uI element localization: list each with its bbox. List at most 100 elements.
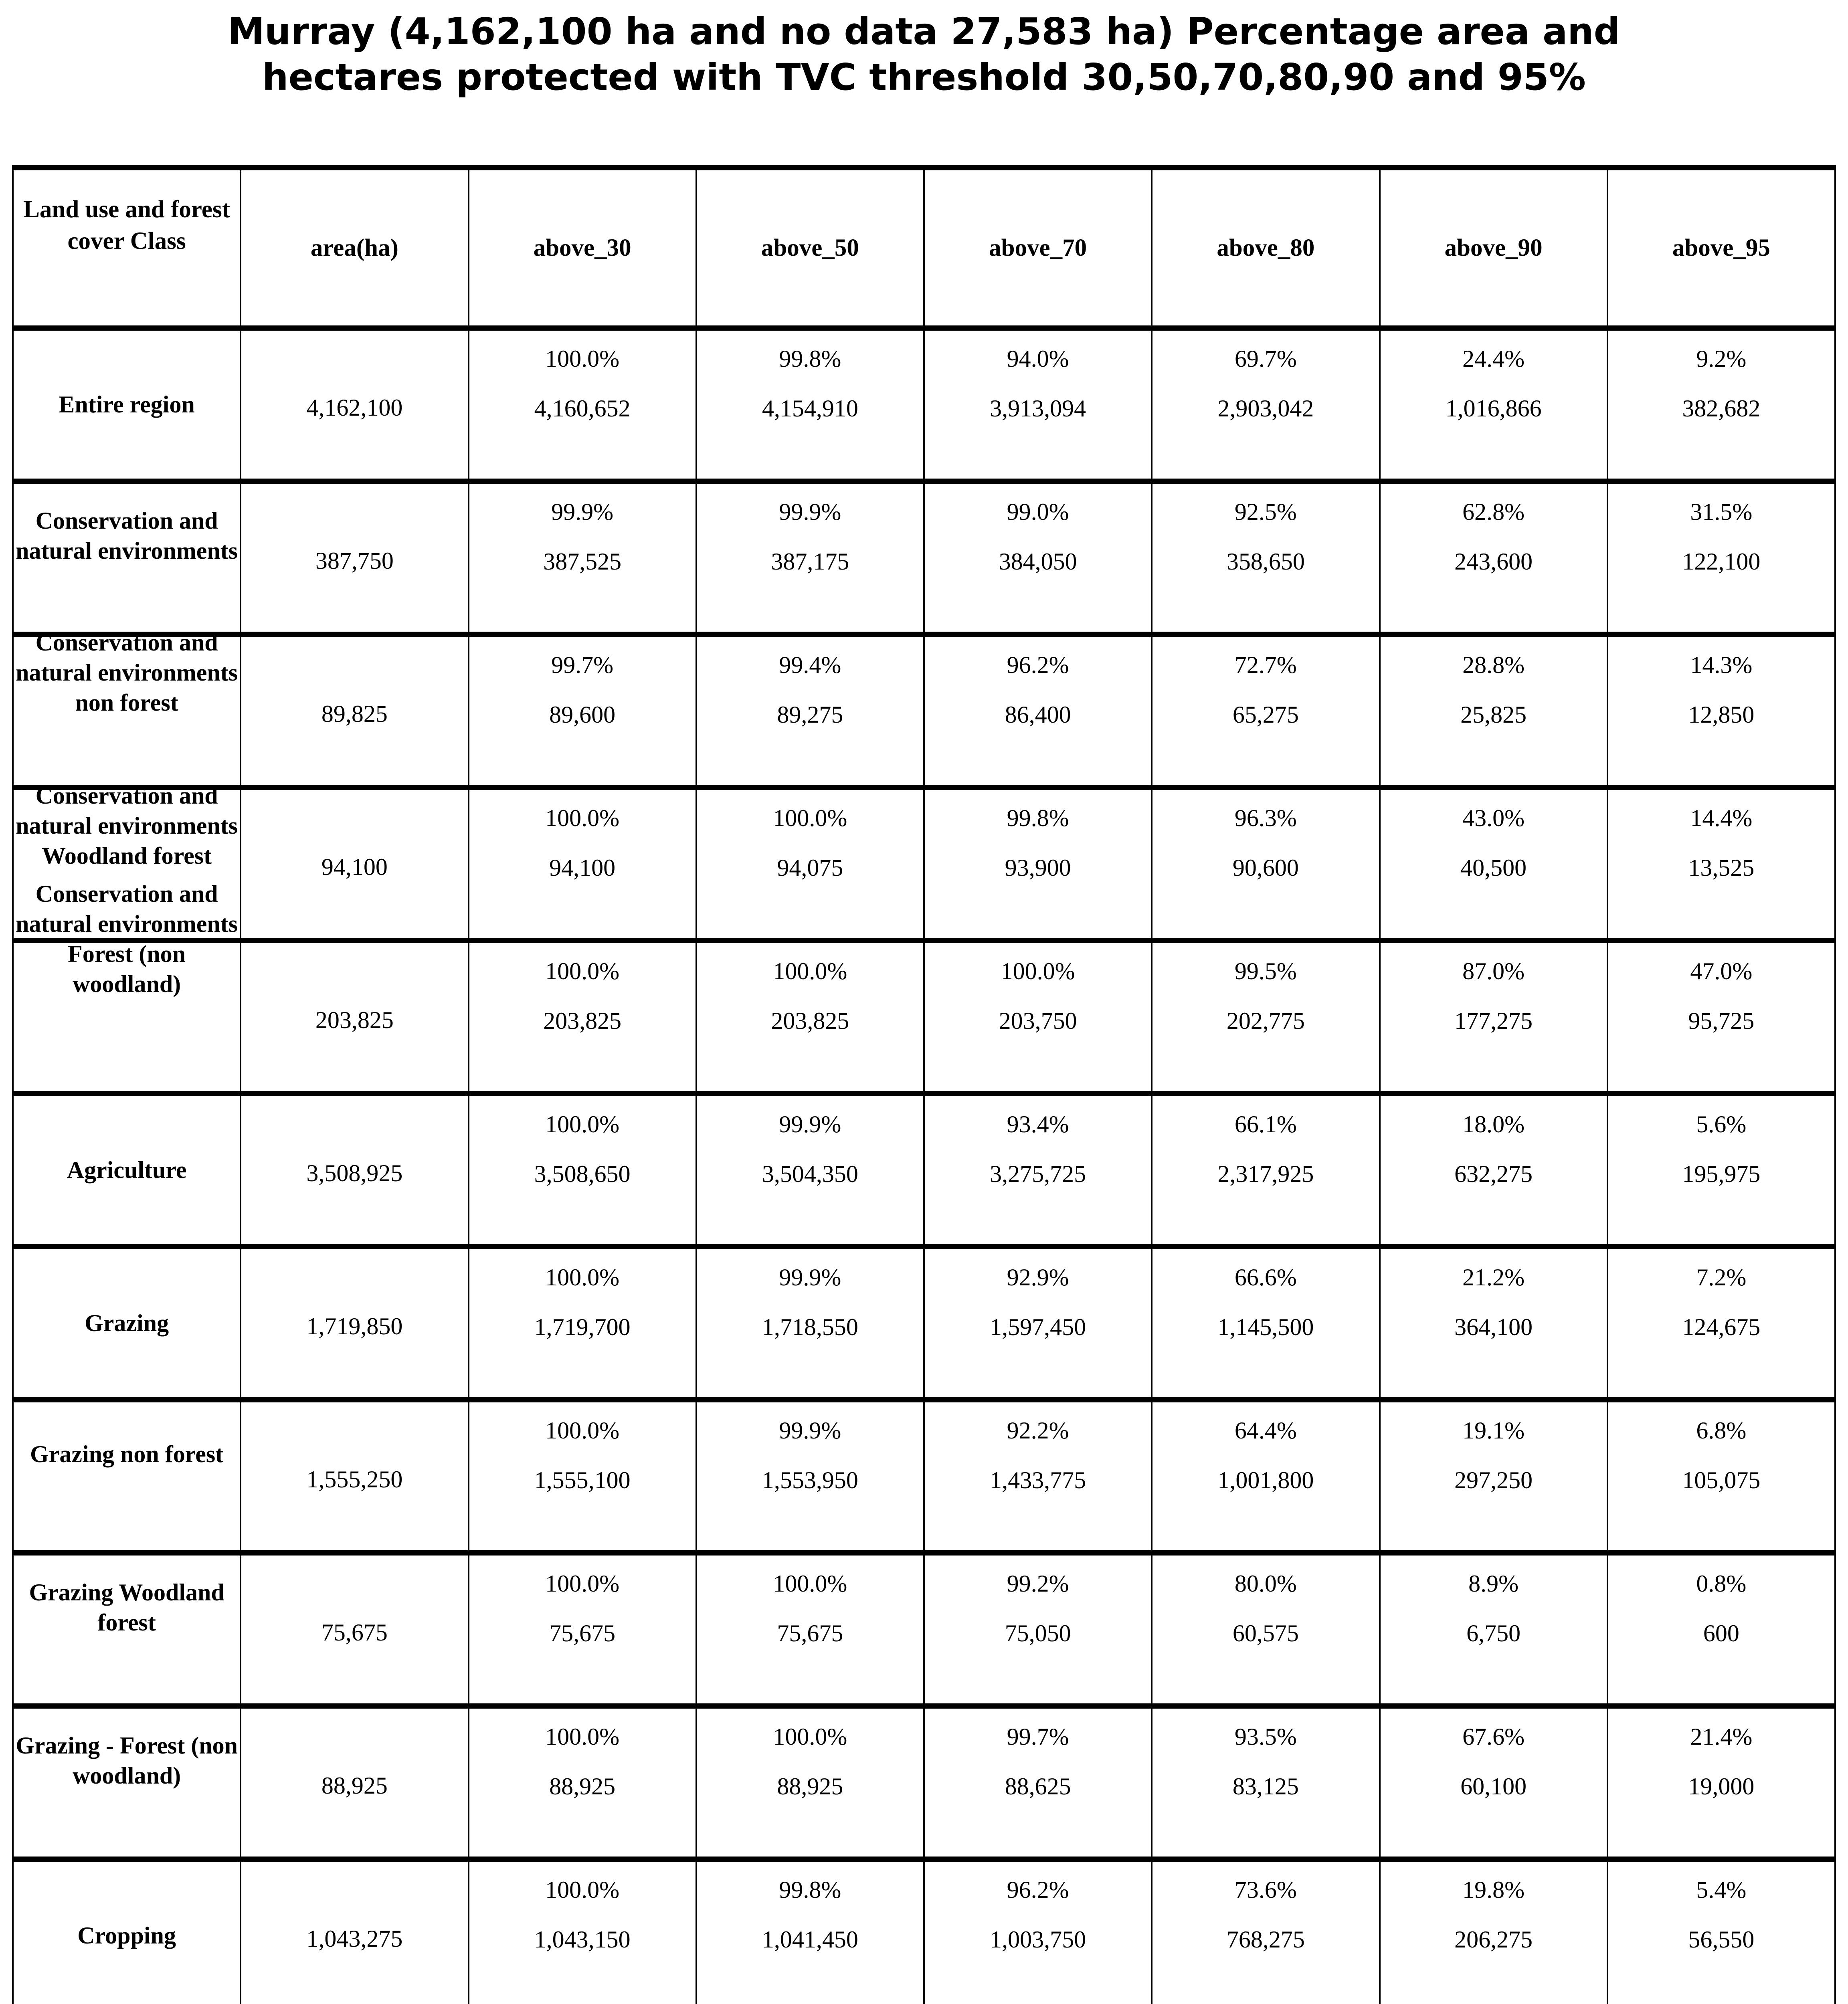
hectares-value: 124,675	[1682, 1314, 1761, 1340]
column-header-above_95: above_95	[1606, 168, 1836, 328]
percent-value: 100.0%	[545, 1417, 620, 1444]
area-ha-value: 3,508,925	[306, 1160, 403, 1186]
hectares-value: 206,275	[1454, 1926, 1533, 1953]
column-header-area(ha): area(ha)	[240, 168, 469, 328]
area-ha-value: 88,925	[321, 1772, 388, 1799]
area-ha-value: 1,719,850	[306, 1313, 403, 1339]
value-cell-above_80: 64.4% 1,001,800	[1151, 1400, 1381, 1553]
hectares-value: 25,825	[1460, 701, 1527, 728]
percent-value: 67.6%	[1462, 1723, 1525, 1750]
percent-value: 5.4%	[1696, 1877, 1747, 1903]
percent-value: 99.9%	[779, 499, 841, 525]
percent-value: 18.0%	[1462, 1111, 1525, 1137]
hectares-value: 203,825	[771, 1008, 849, 1034]
area-ha-cell: 94,100	[240, 787, 469, 941]
value-cell-above_90: 43.0% 40,500	[1379, 787, 1608, 941]
area-ha-cell: 1,555,250	[240, 1400, 469, 1553]
row-label-cell: Grazing non forest	[12, 1400, 242, 1553]
percent-value: 100.0%	[545, 1877, 620, 1903]
tvc-threshold-table: Land use and forest cover Class area(ha) a…	[12, 165, 1836, 2004]
hectares-value: 88,925	[777, 1773, 843, 1800]
percent-value: 0.8%	[1696, 1570, 1747, 1597]
hectares-value: 243,600	[1454, 548, 1533, 575]
percent-value: 99.9%	[779, 1264, 841, 1291]
percent-value: 69.7%	[1234, 345, 1297, 372]
value-cell-above_50: 99.8% 4,154,910	[695, 328, 925, 481]
value-cell-above_95: 6.8% 105,075	[1606, 1400, 1836, 1553]
value-cell-above_80: 93.5% 83,125	[1151, 1706, 1381, 1859]
hectares-value: 195,975	[1682, 1161, 1761, 1187]
row-label: Conservation and natural environments Wo…	[16, 782, 238, 869]
table-row-6: Grazing 1,719,850 100.0% 1,719,700 99.9% 1,71…	[12, 1246, 1836, 1400]
value-cell-above_30: 100.0% 4,160,652	[467, 328, 697, 481]
value-cell-above_70: 96.2% 86,400	[923, 634, 1153, 788]
hectares-value: 122,100	[1682, 548, 1761, 575]
row-label: Grazing	[85, 1310, 169, 1336]
hectares-value: 65,275	[1232, 701, 1299, 728]
table-row-9: Grazing - Forest (non woodland) 88,925 100…	[12, 1706, 1836, 1859]
area-ha-cell: 89,825	[240, 634, 469, 788]
percent-value: 99.0%	[1007, 499, 1069, 525]
percent-value: 8.9%	[1468, 1570, 1519, 1597]
percent-value: 100.0%	[773, 958, 847, 984]
percent-value: 73.6%	[1234, 1877, 1297, 1903]
value-cell-above_30: 100.0% 75,675	[467, 1553, 697, 1706]
hectares-value: 60,100	[1460, 1773, 1527, 1800]
table-row-1: Conservation and natural environments 387…	[12, 481, 1836, 634]
hectares-value: 1,041,450	[762, 1926, 858, 1953]
area-ha-cell: 88,925	[240, 1706, 469, 1859]
value-cell-above_95: 9.2% 382,682	[1606, 328, 1836, 481]
hectares-value: 1,043,150	[534, 1926, 631, 1953]
value-cell-above_70: 94.0% 3,913,094	[923, 328, 1153, 481]
percent-value: 99.7%	[1007, 1723, 1069, 1750]
value-cell-above_30: 100.0% 203,825	[467, 940, 697, 1094]
percent-value: 99.8%	[779, 1877, 841, 1903]
value-cell-above_30: 99.9% 387,525	[467, 481, 697, 634]
row-label: Grazing - Forest (non woodland)	[16, 1732, 238, 1789]
area-ha-cell: 3,508,925	[240, 1093, 469, 1247]
value-cell-above_50: 100.0% 75,675	[695, 1553, 925, 1706]
hectares-value: 358,650	[1226, 548, 1305, 575]
hectares-value: 40,500	[1460, 855, 1527, 881]
value-cell-above_80: 69.7% 2,903,042	[1151, 328, 1381, 481]
row-label-cell: Grazing - Forest (non woodland)	[12, 1706, 242, 1859]
row-label-cell: Conservation and natural environments Fo…	[12, 881, 242, 1094]
hectares-value: 1,145,500	[1217, 1314, 1314, 1340]
value-cell-above_50: 100.0% 88,925	[695, 1706, 925, 1859]
table-row-5: Agriculture 3,508,925 100.0% 3,508,650 99.9%…	[12, 1093, 1836, 1247]
hectares-value: 86,400	[1005, 701, 1071, 728]
area-ha-cell: 4,162,100	[240, 328, 469, 481]
percent-value: 92.9%	[1007, 1264, 1069, 1291]
hectares-value: 1,718,550	[762, 1314, 858, 1340]
percent-value: 100.0%	[545, 958, 620, 984]
area-ha-value: 75,675	[321, 1619, 388, 1646]
value-cell-above_95: 47.0% 95,725	[1606, 940, 1836, 1094]
percent-value: 43.0%	[1462, 805, 1525, 831]
column-header-above_50: above_50	[695, 168, 925, 328]
percent-value: 66.6%	[1234, 1264, 1297, 1291]
row-label: Conservation and natural environments no…	[16, 629, 238, 716]
hectares-value: 95,725	[1688, 1008, 1755, 1034]
row-label: Agriculture	[67, 1157, 187, 1183]
table-body: Entire region 4,162,100 100.0% 4,160,652 99.…	[12, 328, 1836, 2004]
percent-value: 14.3%	[1690, 652, 1753, 678]
value-cell-above_80: 72.7% 65,275	[1151, 634, 1381, 788]
area-ha-value: 89,825	[321, 701, 388, 727]
page-title: Murray (4,162,100 ha and no data 27,583 …	[0, 9, 1848, 100]
percent-value: 5.6%	[1696, 1111, 1747, 1137]
row-label-cell: Conservation and natural environments	[12, 481, 242, 634]
column-header-class: Land use and forest cover Class	[12, 168, 242, 328]
percent-value: 93.4%	[1007, 1111, 1069, 1137]
hectares-value: 384,050	[999, 548, 1077, 575]
value-cell-above_50: 99.8% 1,041,450	[695, 1859, 925, 2004]
column-header-above_90: above_90	[1379, 168, 1608, 328]
hectares-value: 1,001,800	[1217, 1467, 1314, 1493]
value-cell-above_95: 5.6% 195,975	[1606, 1093, 1836, 1247]
hectares-value: 94,100	[549, 855, 616, 881]
value-cell-above_50: 100.0% 94,075	[695, 787, 925, 941]
area-ha-cell: 1,719,850	[240, 1246, 469, 1400]
column-header-above_70: above_70	[923, 168, 1153, 328]
hectares-value: 203,825	[543, 1008, 622, 1034]
value-cell-above_50: 99.9% 387,175	[695, 481, 925, 634]
value-cell-above_70: 96.2% 1,003,750	[923, 1859, 1153, 2004]
